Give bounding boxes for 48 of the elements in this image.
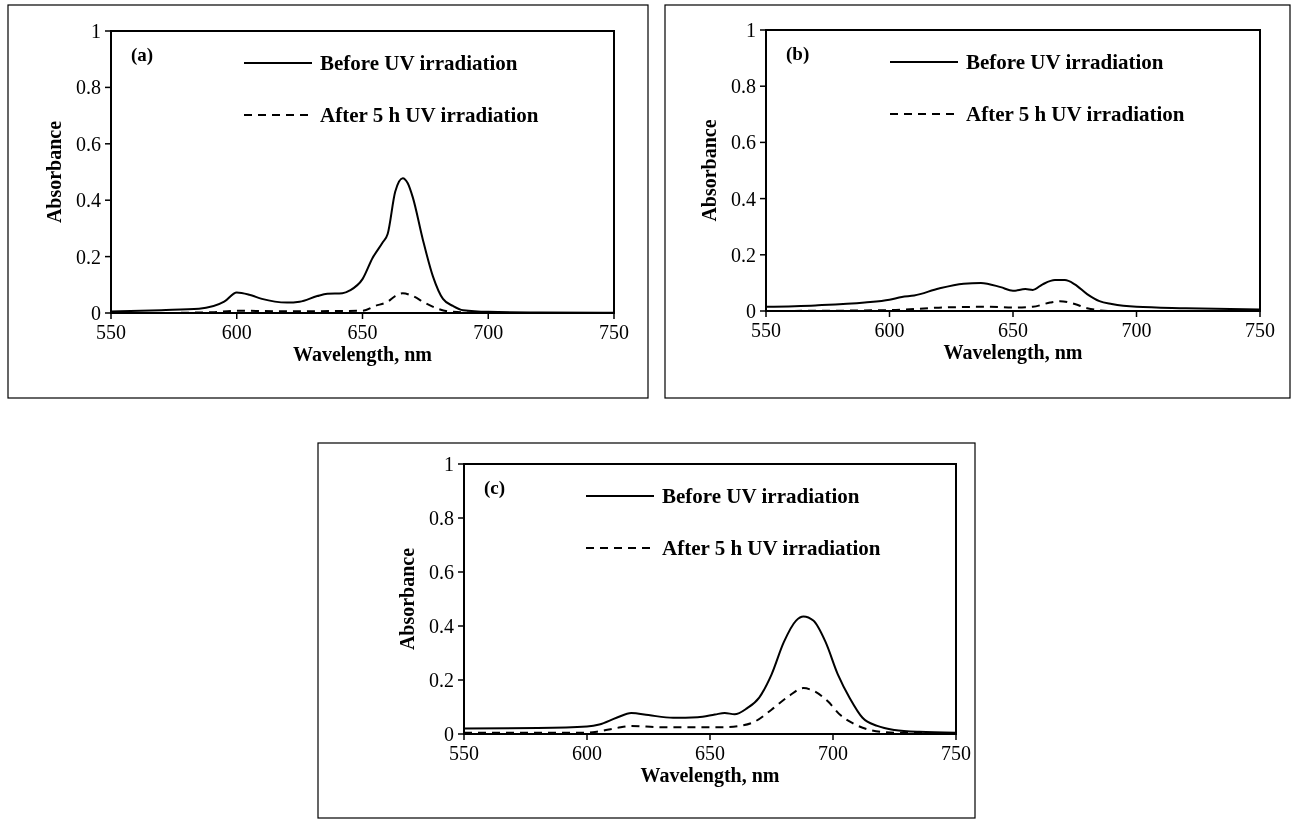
y-tick-label: 0.2 [76, 245, 101, 268]
x-tick-label: 700 [473, 321, 504, 343]
legend-label: Before UV irradiation [320, 51, 518, 76]
y-tick-label: 0.2 [731, 243, 756, 266]
x-tick-label: 550 [96, 321, 126, 343]
y-tick-label: 0 [746, 300, 756, 322]
x-tick-label: 600 [874, 319, 905, 341]
x-tick-label: 600 [221, 321, 252, 343]
legend-label: After 5 h UV irradiation [662, 536, 881, 561]
legend-label: Before UV irradiation [966, 50, 1164, 75]
y-tick-label: 0.8 [731, 75, 756, 98]
x-tick-label: 700 [1121, 319, 1152, 341]
x-tick-label: 650 [998, 319, 1028, 341]
x-tick-label: 550 [449, 742, 479, 764]
y-axis-title: Absorbance [43, 120, 65, 224]
annotation: (a) [131, 44, 154, 66]
y-axis-title: Absorbance [698, 119, 720, 222]
annotation: (b) [786, 43, 810, 65]
y-tick-label: 0 [444, 723, 454, 745]
x-tick-label: 650 [695, 742, 725, 764]
legend-label: After 5 h UV irradiation [966, 102, 1185, 127]
y-tick-label: 0.4 [731, 187, 756, 210]
x-axis-title: Wavelength, nm [943, 341, 1083, 364]
y-tick-label: 0.8 [429, 507, 454, 529]
x-axis-title: Wavelength, nm [293, 343, 433, 366]
legend-label: After 5 h UV irradiation [320, 103, 539, 128]
annotation: (c) [484, 477, 506, 499]
y-tick-label: 0.6 [731, 131, 756, 154]
y-tick-label: 0.2 [429, 669, 454, 691]
x-axis-title: Wavelength, nm [640, 764, 780, 787]
y-axis-title: Absorbance [396, 547, 418, 651]
y-tick-label: 0 [91, 302, 101, 324]
x-tick-label: 600 [572, 742, 602, 764]
x-tick-label: 550 [751, 319, 781, 341]
y-tick-label: 1 [444, 453, 454, 475]
x-tick-label: 750 [1245, 319, 1275, 341]
y-tick-label: 1 [746, 19, 756, 41]
x-tick-label: 650 [347, 321, 378, 343]
y-tick-label: 0.4 [429, 615, 454, 637]
y-tick-label: 0.8 [76, 76, 101, 99]
y-tick-label: 0.6 [76, 132, 101, 155]
y-tick-label: 1 [91, 20, 101, 42]
y-tick-label: 0.4 [76, 189, 101, 212]
legend-label: Before UV irradiation [662, 484, 860, 509]
x-tick-label: 750 [941, 742, 971, 764]
x-tick-label: 700 [818, 742, 848, 764]
y-tick-label: 0.6 [429, 561, 454, 583]
x-tick-label: 750 [599, 321, 629, 343]
